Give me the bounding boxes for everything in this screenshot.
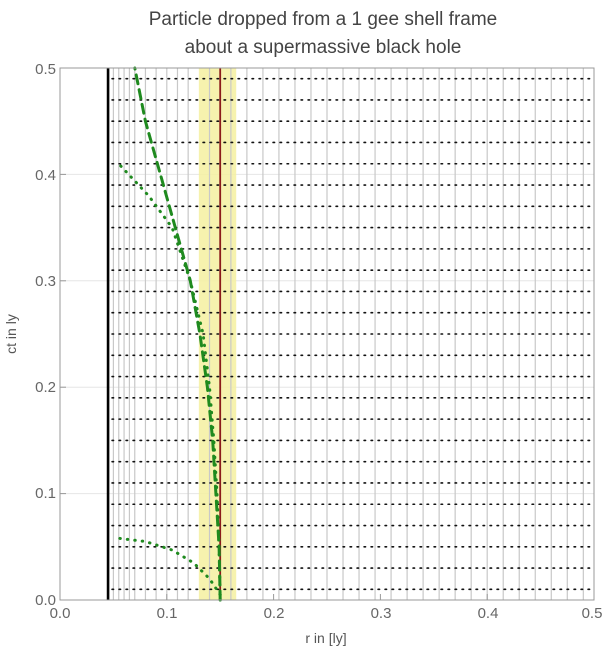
x-axis-label: r in [ly] [305,630,346,646]
chart-title-line-2: about a supermassive black hole [185,37,462,58]
x-tick-label: 0.5 [582,605,603,622]
x-tick-label: 0.3 [371,605,392,622]
x-tick-label: 0.1 [157,605,178,622]
plot-frame [59,67,595,601]
y-tick-label: 0.1 [35,485,56,502]
trajectory-dotted-line [117,536,222,597]
chart-title-line-1: Particle dropped from a 1 gee shell fram… [149,9,498,30]
y-axis-label: ct in ly [3,314,19,354]
y-tick-label: 0.2 [35,379,56,396]
y-tick-label: 0.0 [35,592,56,609]
x-tick-label: 0.2 [264,605,285,622]
plot-area [59,66,595,602]
y-tick-label: 0.4 [35,167,56,184]
y-tick-label: 0.5 [35,61,56,78]
x-tick-label: 0.4 [478,605,499,622]
x-tick-label: 0.0 [50,605,71,622]
trajectory-dotted-line [117,162,222,602]
y-tick-label: 0.3 [35,273,56,290]
